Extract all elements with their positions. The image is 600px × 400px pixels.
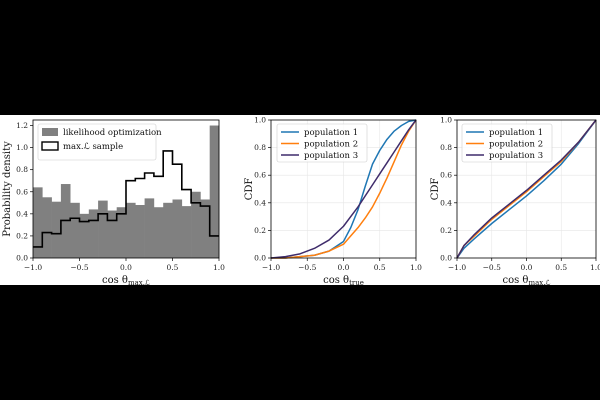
legend-box: [37, 123, 157, 161]
legend-label: population 3: [489, 151, 543, 161]
x-tick-label: 1.0: [410, 263, 422, 272]
y-tick-label: 0.0: [440, 254, 452, 263]
x-tick-label: −1.0: [262, 263, 280, 272]
y-tick-label: 0.6: [16, 187, 28, 196]
legend-label: population 3: [304, 151, 358, 161]
x-axis-label: cos θmax.ℒ: [102, 275, 150, 285]
hist-bar: [79, 213, 90, 258]
legend: likelihood optimization max.ℒ sample: [37, 123, 162, 161]
y-tick-label: 0.4: [254, 198, 266, 207]
legend-label: population 2: [489, 140, 543, 150]
series-line-1: [456, 119, 597, 259]
legend-label: population 2: [304, 140, 358, 150]
hist-bar: [181, 206, 192, 258]
hist-bar: [107, 210, 117, 258]
y-tick-label: 1.2: [16, 121, 28, 130]
legend-swatch: [42, 128, 58, 136]
figure: −1.0 −0.5 0.0 0.5 1.0 0.0 0.2 0.4 0.6 0.8 1.0 1.2 co…: [0, 115, 600, 285]
hist-bar: [191, 191, 201, 258]
y-tick-label: 0.0: [254, 254, 266, 263]
hist-bar: [144, 198, 155, 258]
hist-bar: [135, 205, 145, 258]
x-tick-label: 0.0: [338, 263, 350, 272]
hist-bar: [88, 209, 99, 258]
legend-swatch: [41, 141, 59, 151]
legend-label: population 1: [304, 128, 358, 138]
y-tick-label: 1.0: [254, 116, 266, 125]
y-tick-label: 0.2: [254, 226, 266, 235]
hist-bar: [33, 187, 43, 258]
figure-canvas: −1.0 −0.5 0.0 0.5 1.0 0.0 0.2 0.4 0.6 0.8 1.0 1.2 co…: [2, 116, 600, 286]
x-tick-label: 0.0: [120, 263, 132, 272]
legend-label: likelihood optimization: [63, 128, 162, 138]
hist-bar: [42, 197, 52, 258]
series-line-3: [456, 119, 597, 259]
y-axis-label: Probability density: [2, 141, 13, 237]
y-axis-label: CDF: [244, 178, 255, 201]
series-line-2: [271, 119, 417, 259]
y-tick-label: 0.4: [440, 198, 452, 207]
hist-bar: [163, 202, 173, 258]
x-tick-label: −1.0: [448, 263, 466, 272]
y-axis-label: CDF: [430, 178, 441, 201]
legend-box: [461, 123, 553, 163]
x-tick-label: 0.5: [167, 263, 179, 272]
y-tick-label: 0.0: [16, 254, 28, 263]
x-tick-label: 1.0: [590, 263, 600, 272]
y-tick-label: 0.2: [16, 231, 28, 240]
hist-bar: [209, 125, 220, 258]
x-tick-label: 0.5: [374, 263, 386, 272]
x-tick-label: 0.0: [521, 263, 533, 272]
y-tick-label: 0.2: [440, 226, 452, 235]
x-tick-label: 0.5: [555, 263, 567, 272]
x-tick-label: −1.0: [24, 263, 42, 272]
legend-box: [276, 123, 368, 163]
y-tick-label: 1.0: [16, 143, 28, 152]
x-tick-label: −0.5: [298, 263, 316, 272]
hist-bar: [70, 202, 80, 258]
hist-bar: [116, 207, 127, 258]
y-tick-label: 0.6: [440, 171, 452, 180]
series-line-3: [270, 119, 417, 259]
y-tick-label: 0.8: [16, 165, 28, 174]
x-axis-label: cos θmax.ℒ: [503, 275, 551, 285]
hist-bar: [153, 207, 164, 258]
y-tick-label: 0.4: [16, 209, 28, 218]
y-tick-label: 1.0: [440, 116, 452, 125]
hist-step-line: [33, 150, 219, 248]
y-tick-label: 0.6: [254, 171, 266, 180]
hist-bar: [51, 201, 62, 258]
x-tick-label: −0.5: [483, 263, 501, 272]
x-axis-label: cos θtrue: [323, 275, 364, 285]
hist-bar: [172, 199, 183, 258]
hist-bar: [126, 202, 136, 258]
hist-bar: [200, 199, 210, 258]
y-tick-label: 0.8: [254, 143, 266, 152]
x-tick-label: −0.5: [70, 263, 88, 272]
x-tick-label: 1.0: [213, 263, 225, 272]
y-tick-label: 0.8: [440, 143, 452, 152]
legend-label: population 1: [489, 128, 543, 138]
legend-label: max.ℒ sample: [63, 142, 123, 152]
hist-bar: [98, 200, 108, 258]
